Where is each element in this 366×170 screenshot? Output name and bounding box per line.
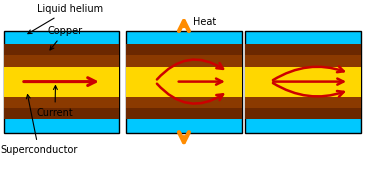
Bar <box>4 66 119 97</box>
Bar <box>126 66 242 97</box>
Bar <box>245 55 361 66</box>
Bar <box>4 108 119 119</box>
Bar <box>4 31 119 133</box>
Bar <box>4 44 119 55</box>
Bar <box>245 97 361 108</box>
Text: Copper: Copper <box>48 26 83 50</box>
Bar <box>245 31 361 133</box>
Bar <box>126 55 242 66</box>
Bar <box>4 97 119 108</box>
Bar <box>245 44 361 55</box>
Text: Liquid helium: Liquid helium <box>28 4 103 34</box>
Bar <box>245 108 361 119</box>
Bar <box>126 31 242 133</box>
Bar <box>126 108 242 119</box>
Bar <box>126 97 242 108</box>
Bar <box>126 44 242 55</box>
Bar <box>245 66 361 97</box>
Text: Superconductor: Superconductor <box>0 95 77 155</box>
Bar <box>4 55 119 66</box>
Text: Current: Current <box>37 86 73 118</box>
Text: Heat: Heat <box>193 17 216 27</box>
